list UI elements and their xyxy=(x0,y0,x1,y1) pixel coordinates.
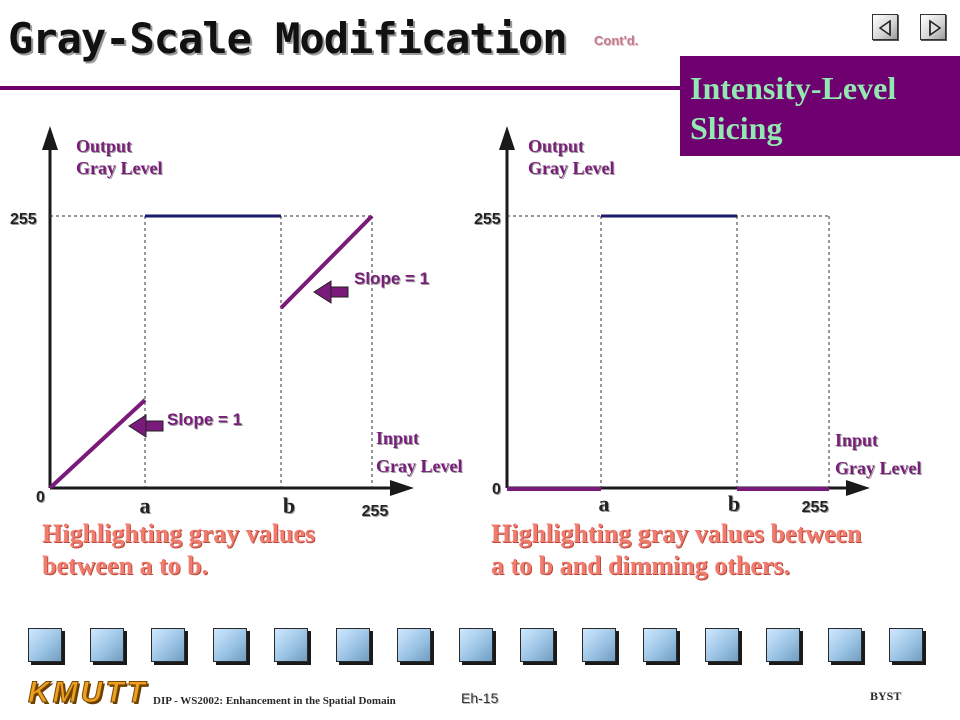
title-divider xyxy=(0,86,700,90)
slide-thumbnail-3[interactable] xyxy=(151,628,185,662)
y-axis-arrow xyxy=(42,126,58,150)
slide-thumbnail-13[interactable] xyxy=(766,628,800,662)
y-label-line2: Gray Level xyxy=(528,158,614,178)
diagram-left: Output Gray Level 255 0 a b 255 Slope = … xyxy=(10,126,462,520)
guide-lines xyxy=(50,215,373,488)
next-slide-button[interactable] xyxy=(920,14,946,40)
slide-thumbnail-8[interactable] xyxy=(458,628,493,662)
prev-slide-button[interactable] xyxy=(872,14,898,40)
slide-thumbnail-12[interactable] xyxy=(704,628,739,662)
kmutt-logo: KMUTT xyxy=(28,676,148,710)
x-max-label: 255 xyxy=(362,503,389,520)
curve-lower-segment xyxy=(48,398,147,490)
x-axis-arrow xyxy=(390,480,414,496)
course-footer: DIP - WS2002: Enhancement in the Spatial… xyxy=(153,695,396,707)
slope-label-lower: Slope = 1 xyxy=(167,410,242,429)
slide-thumbnail-5[interactable] xyxy=(274,628,308,662)
slide-thumbnail-bar xyxy=(28,628,928,668)
slide-thumbnail-6[interactable] xyxy=(335,628,370,662)
slide-thumbnail-9[interactable] xyxy=(520,628,554,662)
y-label-line1: Output xyxy=(76,136,132,156)
page-title: Gray-Scale Modification xyxy=(8,14,568,63)
caption-right-line2: a to b and dimming others. xyxy=(491,551,791,580)
section-heading-line2: Slicing xyxy=(690,110,783,146)
origin-label: 0 xyxy=(36,489,45,506)
caption-left-line2: between a to b. xyxy=(42,551,209,580)
y-label-line2: Gray Level xyxy=(76,158,162,178)
slope-pointer-lower xyxy=(128,414,164,438)
x-label-line1: Input xyxy=(835,430,878,450)
page-number: Eh-15 xyxy=(461,690,499,706)
slope-label-upper: Slope = 1 xyxy=(354,269,429,288)
slide-thumbnail-14[interactable] xyxy=(827,628,862,662)
x-axis-arrow xyxy=(846,480,870,496)
slide-thumbnail-11[interactable] xyxy=(643,628,677,662)
x-tick-b: b xyxy=(728,491,740,516)
x-tick-b: b xyxy=(283,493,295,518)
x-label-line2: Gray Level xyxy=(835,458,921,478)
curve-upper-segment xyxy=(279,214,374,310)
diagram-right: Output Gray Level 255 0 a b 255 Input Gr… xyxy=(474,126,921,516)
y-max-label: 255 xyxy=(474,211,501,228)
y-axis-arrow xyxy=(499,126,515,150)
arrow-right-icon xyxy=(929,19,942,37)
caption-left-line1: Highlighting gray values xyxy=(42,519,316,548)
slide-thumbnail-7[interactable] xyxy=(397,628,431,662)
y-max-label: 255 xyxy=(10,211,37,228)
guide-lines xyxy=(507,215,830,488)
slide-thumbnail-15[interactable] xyxy=(889,628,923,662)
continued-label: Cont'd. xyxy=(594,33,639,48)
x-max-label: 255 xyxy=(802,499,829,516)
x-tick-a: a xyxy=(599,491,610,516)
caption-right: Highlighting gray values between a to b … xyxy=(491,518,862,582)
caption-right-line1: Highlighting gray values between xyxy=(491,519,862,548)
x-tick-a: a xyxy=(140,493,151,518)
slide-thumbnail-10[interactable] xyxy=(581,628,616,662)
x-label-line2: Gray Level xyxy=(376,456,462,476)
author-initials: BYST xyxy=(870,689,902,703)
section-heading-line1: Intensity-Level xyxy=(690,70,897,106)
slide-thumbnail-4[interactable] xyxy=(212,628,247,662)
slide-thumbnail-1[interactable] xyxy=(28,628,62,662)
transfer-function-diagrams: Output Gray Level 255 0 a b 255 Slope = … xyxy=(10,126,921,520)
caption-left: Highlighting gray values between a to b. xyxy=(42,518,315,582)
arrow-left-icon xyxy=(878,19,891,37)
slide-thumbnail-2[interactable] xyxy=(89,628,124,662)
x-label-line1: Input xyxy=(376,428,419,448)
y-label-line1: Output xyxy=(528,136,584,156)
section-heading-box: Intensity-Level Slicing xyxy=(680,56,960,156)
slope-pointer-upper xyxy=(313,280,349,304)
origin-label: 0 xyxy=(492,481,501,498)
